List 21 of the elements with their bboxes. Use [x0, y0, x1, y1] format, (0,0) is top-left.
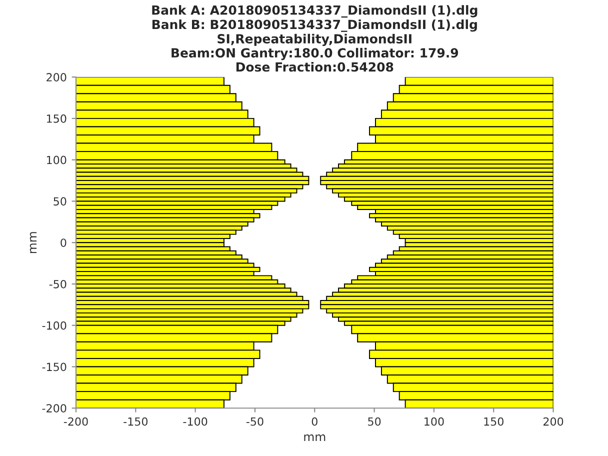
y-tick-label: 150: [46, 114, 66, 123]
y-tick-label: 100: [46, 156, 66, 164]
x-tick-label: -50: [246, 417, 264, 426]
y-tick-label: 200: [46, 73, 66, 82]
x-tick-label: 200: [543, 417, 564, 426]
y-tick-label: 50: [54, 197, 66, 206]
y-tick-label: -50: [49, 280, 66, 288]
x-tick-label: -200: [64, 417, 88, 426]
chart-title: Bank A: A20180905134337_DiamondsII (1).dlg Bank B: B20180905134337_DiamondsII (1).dlg SI,Repeatability,DiamondsII Beam:ON Gantry:180.0 Collimator: 179.9 Dose Fraction:0.54208: [152, 5, 478, 72]
y-tick-label: -200: [42, 404, 66, 412]
x-tick-label: 0: [312, 417, 318, 426]
x-tick-label: -150: [124, 417, 148, 426]
y-axis-title: mm: [30, 232, 37, 254]
x-axis-title: mm: [304, 434, 326, 442]
x-tick-label: -100: [183, 417, 208, 426]
y-tick-label: -100: [42, 321, 66, 330]
y-tick-label: -150: [42, 362, 66, 372]
x-tick-label: 150: [484, 417, 504, 426]
y-tick-label: 0: [60, 238, 66, 247]
x-tick-label: 100: [424, 417, 444, 426]
x-tick-label: 50: [368, 417, 381, 426]
